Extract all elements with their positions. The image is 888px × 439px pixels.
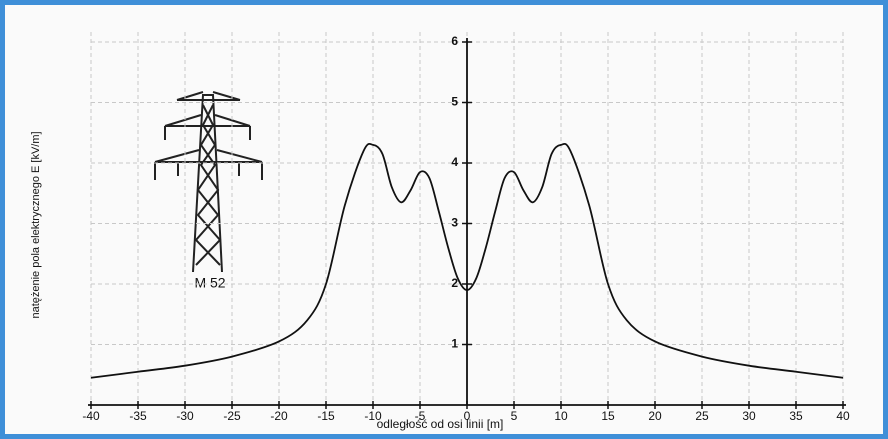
x-tick-label: 15 [601,409,615,423]
x-tick-label: 35 [789,409,803,423]
x-tick-label: -30 [176,409,194,423]
x-tick-label: 30 [742,409,756,423]
x-tick-label: -15 [317,409,335,423]
y-tick-label: 3 [451,216,458,230]
y-tick-label: 4 [451,155,458,169]
y-tick-label: 2 [451,276,458,290]
tower-icon [154,91,263,273]
x-tick-label: -5 [415,409,426,423]
x-tick-label: 0 [464,409,471,423]
x-tick-label: 10 [554,409,568,423]
x-tick-label: -20 [270,409,288,423]
x-tick-label: -35 [129,409,147,423]
y-tick-label: 5 [451,95,458,109]
x-axis-label: odległość od osi linii [m] [377,417,504,431]
x-tick-label: 5 [511,409,518,423]
x-tick-label: -25 [223,409,241,423]
x-tick-label: -10 [364,409,382,423]
x-tick-label: 25 [695,409,709,423]
y-tick-label: 1 [451,337,458,351]
y-axis-label: natężenie pola elektrycznego E [kV/m] [30,131,42,318]
field-curve [90,142,844,379]
y-tick-label: 6 [451,34,458,48]
x-tick-label: -40 [82,409,100,423]
tower-label: M 52 [194,275,225,291]
x-tick-label: 20 [648,409,662,423]
x-tick-label: 40 [836,409,850,423]
